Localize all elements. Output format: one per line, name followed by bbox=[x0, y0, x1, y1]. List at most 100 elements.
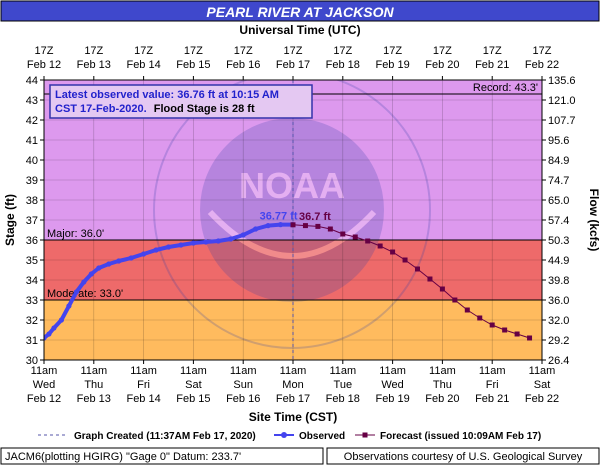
observed-point bbox=[88, 271, 94, 277]
y2-axis-title: Flow (kcfs) bbox=[587, 189, 600, 252]
y2-tick-label: 95.6 bbox=[548, 135, 569, 147]
observed-point bbox=[203, 239, 209, 245]
top-tick-date: Feb 18 bbox=[326, 59, 360, 71]
forecast-point bbox=[402, 257, 408, 263]
bottom-tick-date: Feb 18 bbox=[326, 393, 360, 405]
bottom-tick-time: 11am bbox=[379, 365, 406, 377]
legend-created-label: Graph Created (11:37AM Feb 17, 2020) bbox=[74, 431, 256, 442]
bottom-tick-day: Sat bbox=[185, 379, 202, 391]
bottom-tick-time: 11am bbox=[529, 365, 556, 377]
y2-tick-label: 121.0 bbox=[548, 95, 576, 107]
title-bar bbox=[0, 0, 600, 22]
top-tick-date: Feb 22 bbox=[525, 59, 559, 71]
observed-point bbox=[153, 247, 159, 253]
y-tick-label: 43 bbox=[26, 95, 38, 107]
top-axis-title: Universal Time (UTC) bbox=[239, 23, 360, 37]
y-tick-label: 35 bbox=[26, 255, 38, 267]
forecast-point bbox=[315, 223, 321, 229]
top-tick-date: Feb 12 bbox=[27, 59, 61, 71]
observed-point bbox=[215, 238, 221, 244]
forecast-point bbox=[352, 234, 358, 240]
top-tick-date: Feb 20 bbox=[425, 59, 459, 71]
observed-point bbox=[106, 261, 112, 267]
observed-point bbox=[253, 226, 259, 232]
forecast-point bbox=[527, 335, 533, 341]
top-tick-time: 17Z bbox=[184, 45, 203, 57]
observed-point bbox=[44, 335, 47, 341]
bottom-tick-day: Sat bbox=[534, 379, 551, 391]
top-tick-date: Feb 17 bbox=[276, 59, 310, 71]
bottom-tick-time: 11am bbox=[130, 365, 157, 377]
observed-point bbox=[178, 242, 184, 248]
observed-point bbox=[128, 255, 134, 261]
y-tick-label: 42 bbox=[26, 115, 38, 127]
bottom-tick-day: Wed bbox=[33, 379, 55, 391]
bottom-tick-day: Mon bbox=[282, 379, 303, 391]
footer-datum: JACM6(plotting HGIRG) "Gage 0" Datum: 23… bbox=[5, 451, 241, 463]
y-tick-label: 39 bbox=[26, 175, 38, 187]
y-tick-label: 30 bbox=[26, 355, 38, 367]
y-axis-title: Stage (ft) bbox=[3, 194, 17, 246]
observed-point bbox=[165, 244, 172, 250]
y2-tick-label: 84.9 bbox=[548, 155, 569, 167]
y2-tick-label: 65.0 bbox=[548, 195, 569, 207]
bottom-tick-date: Feb 14 bbox=[126, 393, 160, 405]
observed-point bbox=[141, 251, 147, 257]
forecast-point bbox=[365, 238, 371, 244]
bottom-tick-time: 11am bbox=[280, 365, 307, 377]
forecast-point bbox=[439, 286, 445, 292]
y-tick-label: 36 bbox=[26, 235, 38, 247]
bottom-tick-date: Feb 21 bbox=[475, 393, 509, 405]
observed-point bbox=[277, 222, 284, 228]
bottom-tick-time: 11am bbox=[180, 365, 207, 377]
bottom-tick-date: Feb 22 bbox=[525, 393, 559, 405]
bottom-tick-day: Fri bbox=[486, 379, 499, 391]
y2-tick-label: 44.9 bbox=[548, 255, 569, 267]
observed-point bbox=[66, 303, 72, 309]
y-tick-label: 32 bbox=[26, 315, 38, 327]
forecast-point bbox=[415, 266, 420, 272]
top-tick-time: 17Z bbox=[134, 45, 153, 57]
observed-point bbox=[81, 279, 87, 285]
y2-tick-label: 39.8 bbox=[548, 275, 569, 287]
forecast-point bbox=[290, 222, 296, 228]
top-tick-date: Feb 13 bbox=[77, 59, 111, 71]
top-tick-time: 17Z bbox=[433, 45, 452, 57]
forecast-point bbox=[489, 322, 495, 328]
top-tick-date: Feb 14 bbox=[126, 59, 160, 71]
legend-forecast-label: Forecast (issued 10:09AM Feb 17) bbox=[380, 431, 541, 442]
observed-point bbox=[73, 289, 79, 295]
footer-right-box bbox=[326, 447, 600, 465]
observed-point bbox=[190, 240, 196, 246]
info-flood-stage: Flood Stage is 28 ft bbox=[154, 103, 255, 115]
y2-tick-label: 135.6 bbox=[548, 75, 576, 87]
top-tick-date: Feb 15 bbox=[176, 59, 210, 71]
bottom-tick-time: 11am bbox=[80, 365, 107, 377]
info-box: Latest observed value: 36.76 ft at 10:15… bbox=[49, 84, 313, 119]
top-tick-time: 17Z bbox=[284, 45, 303, 57]
y2-tick-label: 36.0 bbox=[548, 295, 569, 307]
observed-point bbox=[46, 331, 52, 337]
y2-tick-label: 107.7 bbox=[548, 115, 576, 127]
bottom-axis-title: Site Time (CST) bbox=[249, 410, 337, 424]
threshold-label-major: Major: 36.0' bbox=[47, 228, 104, 240]
bottom-tick-date: Feb 12 bbox=[27, 393, 61, 405]
bottom-tick-day: Sun bbox=[233, 379, 253, 391]
y2-tick-label: 74.7 bbox=[548, 175, 569, 187]
y2-tick-label: 32.0 bbox=[548, 315, 569, 327]
forecast-point bbox=[302, 223, 308, 229]
top-tick-time: 17Z bbox=[483, 45, 502, 57]
info-line-2: CST 17-Feb-2020. Flood Stage is 28 ft bbox=[55, 103, 255, 115]
forecast-point bbox=[390, 249, 396, 255]
bottom-tick-time: 11am bbox=[230, 365, 257, 377]
bottom-tick-date: Feb 13 bbox=[77, 393, 111, 405]
forecast-point bbox=[502, 327, 508, 333]
bottom-tick-date: Feb 17 bbox=[276, 393, 310, 405]
legend-observed-marker bbox=[281, 432, 287, 438]
forecast-point bbox=[452, 297, 458, 303]
bottom-tick-time: 11am bbox=[329, 365, 356, 377]
y2-tick-label: 29.2 bbox=[548, 335, 569, 347]
forecast-start-label: 36.7 ft bbox=[299, 211, 331, 223]
threshold-label-moderate: Moderate: 33.0' bbox=[47, 288, 123, 300]
